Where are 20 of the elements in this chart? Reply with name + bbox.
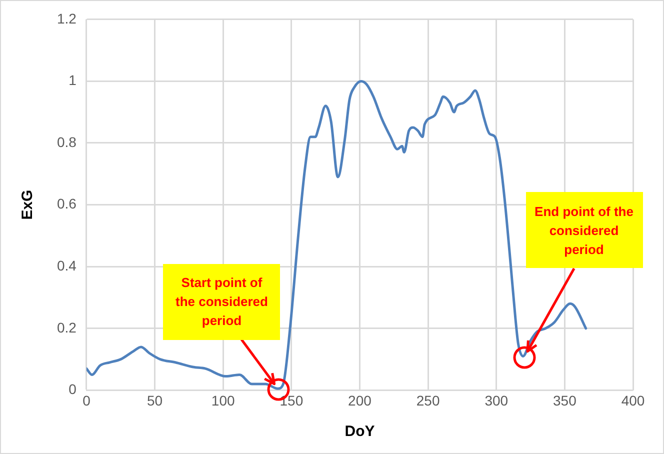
x-axis-title: DoY	[344, 423, 375, 440]
x-tick-label: 350	[553, 392, 577, 408]
x-tick-label: 200	[348, 392, 372, 408]
x-tick-label: 250	[416, 392, 440, 408]
annotation: Start point of the considered period	[174, 274, 269, 330]
x-tick-label: 300	[484, 392, 508, 408]
y-tick-label: 0.2	[56, 319, 77, 336]
y-tick-label: 0	[68, 381, 77, 398]
y-tick-label: 0.8	[56, 134, 77, 150]
y-tick-label: 0.6	[56, 196, 77, 212]
x-tick-label: 100	[211, 392, 235, 408]
y-axis-title: ExG	[19, 190, 36, 220]
x-tick-label: 400	[621, 392, 645, 408]
y-tick-label: 0.4	[56, 257, 77, 274]
y-tick-label: 1	[68, 72, 77, 88]
x-tick-label: 50	[146, 392, 163, 408]
annotation: End point of the considered period	[534, 202, 634, 259]
x-tick-label: 0	[82, 392, 91, 408]
x-tick-label: 150	[280, 392, 304, 408]
y-tick-label: 1.2	[56, 10, 77, 26]
